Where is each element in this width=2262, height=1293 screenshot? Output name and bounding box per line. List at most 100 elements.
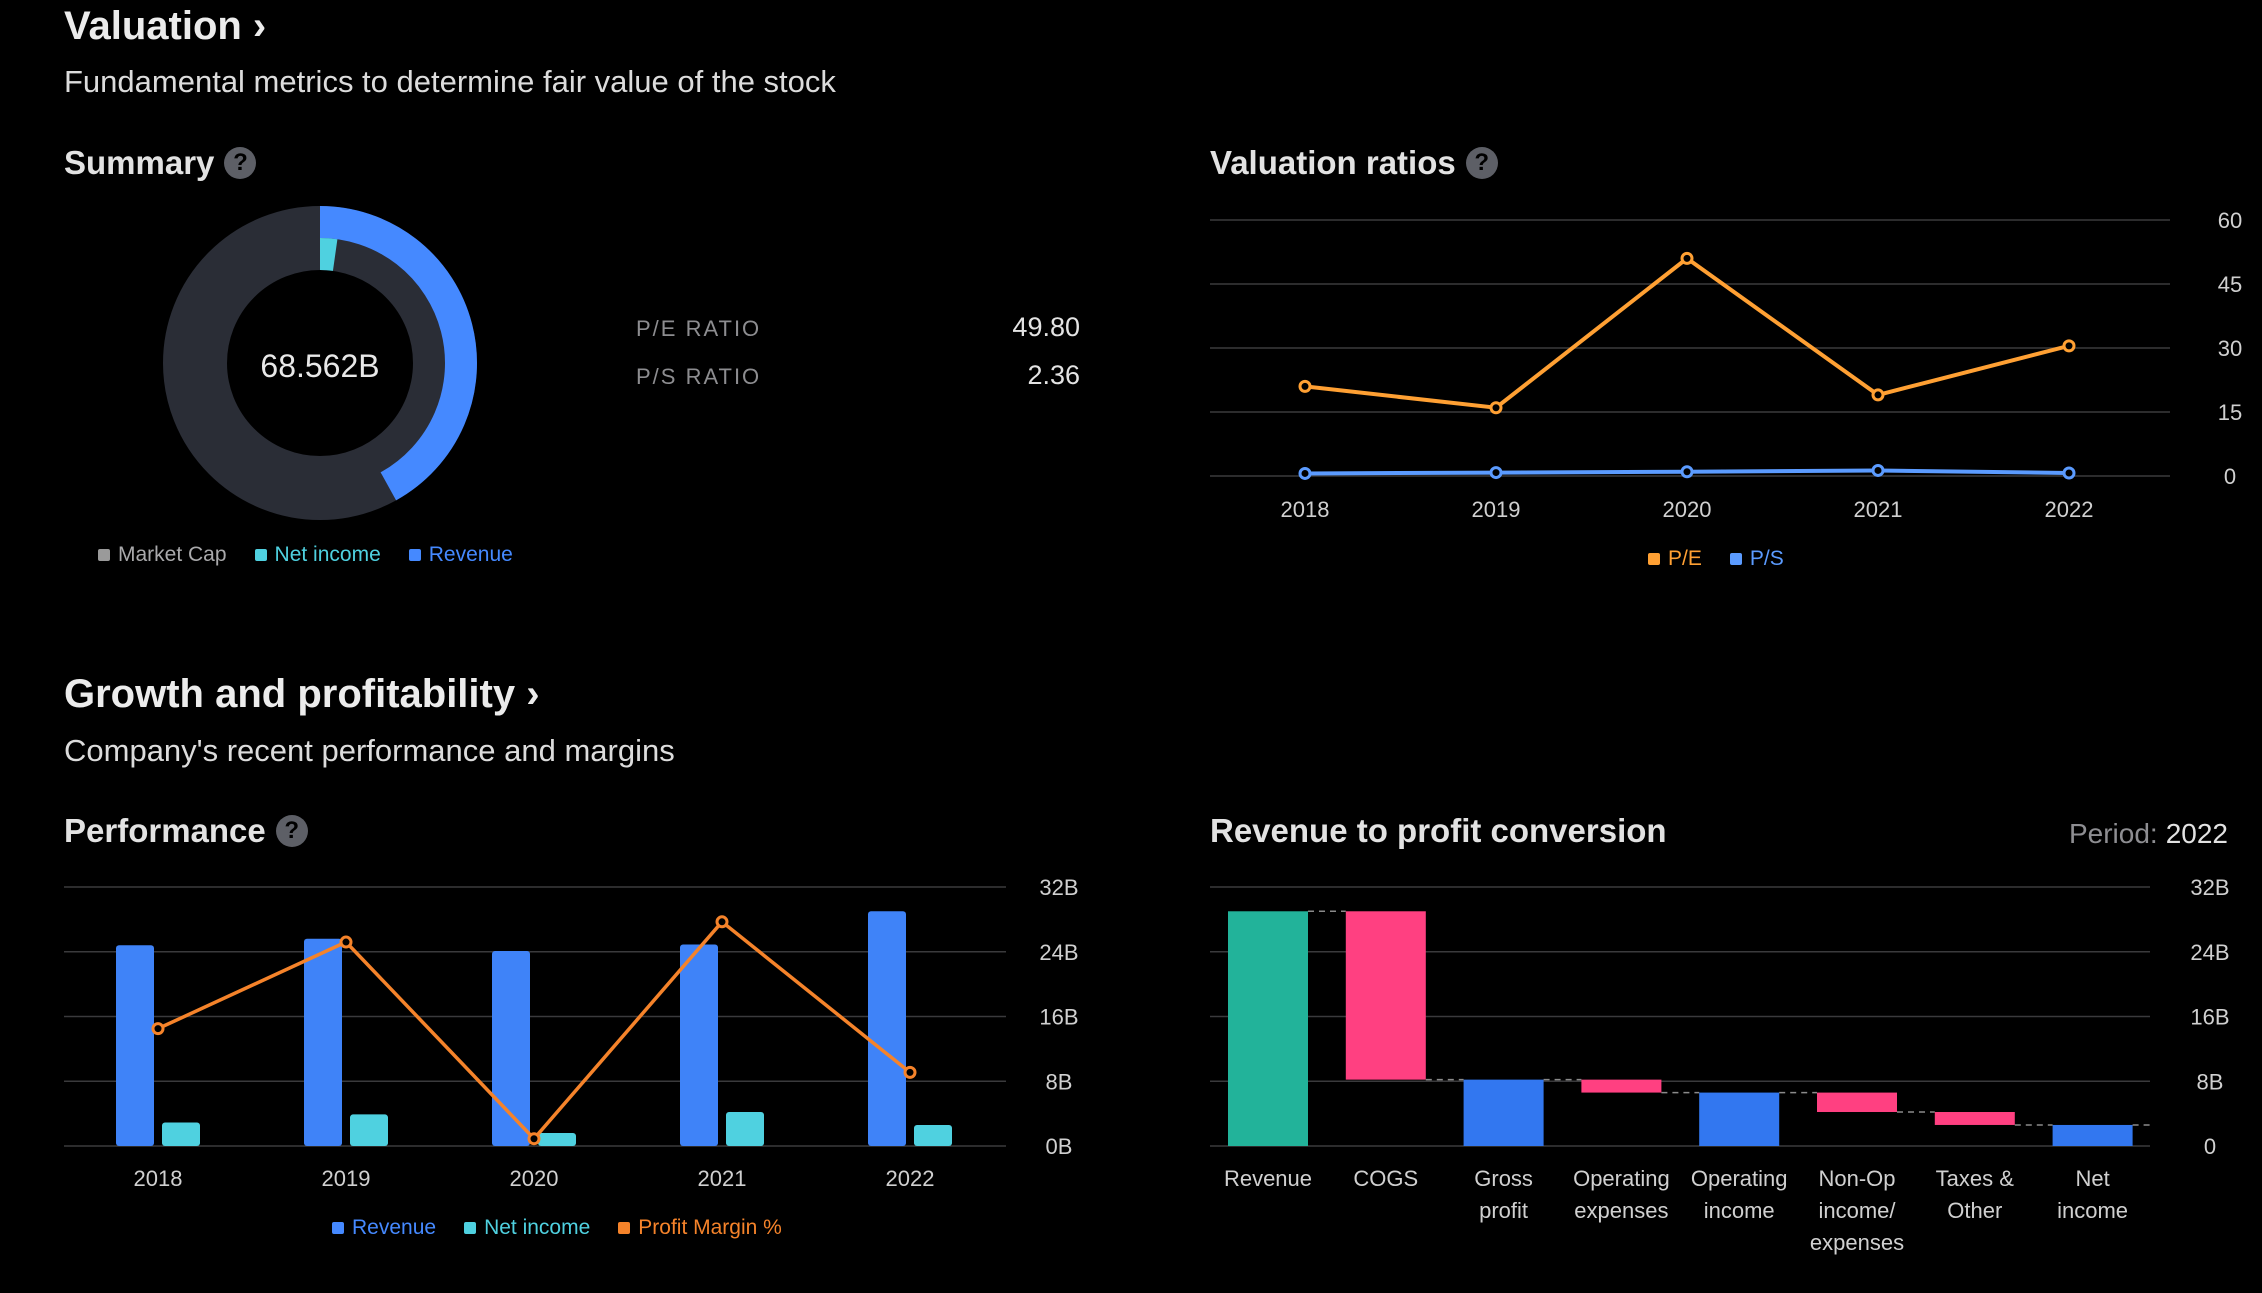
category-label: Gross <box>1474 1166 1533 1191</box>
category-label: Non-Op <box>1818 1166 1895 1191</box>
performance-card-title: Performance ? <box>64 812 308 850</box>
series-line-pe <box>1304 255 2070 410</box>
valuation-title[interactable]: Valuation › <box>64 4 267 48</box>
legend-ps-swatch <box>1729 553 1742 565</box>
legend-net-income[interactable]: Net income <box>254 543 381 567</box>
y-tick-label: 60 <box>2218 208 2242 233</box>
valuation-ratios-card-title: Valuation ratios ? <box>1210 144 1498 182</box>
profit-margin-point <box>527 1132 541 1146</box>
waterfall-bar <box>1345 911 1426 1080</box>
summary-title: Summary <box>64 144 215 181</box>
data-point <box>1871 388 1885 402</box>
legend-market-cap-label: Market Cap <box>118 543 227 566</box>
pe-ratio-label: P/E RATIO <box>636 316 762 341</box>
y-tick-label: 16B <box>1039 1005 1078 1030</box>
legend-pe-swatch <box>1648 553 1660 565</box>
period-selector[interactable]: Period: 2022 <box>2069 818 2228 850</box>
conversion-card-title: Revenue to profit conversion <box>1210 812 1667 850</box>
x-tick-label: 2021 <box>698 1166 747 1191</box>
summary-donut: 68.562B <box>163 206 477 520</box>
legend-market-cap[interactable]: Market Cap <box>98 543 227 567</box>
legend-revenue-swatch <box>332 1222 344 1234</box>
legend-profit-margin-swatch <box>618 1222 631 1234</box>
legend-revenue[interactable]: Revenue <box>332 1216 436 1240</box>
ps-ratio-value: 2.36 <box>1027 360 1080 390</box>
period-value: 2022 <box>2165 818 2228 849</box>
y-tick-label: 24B <box>1039 940 1078 965</box>
revenue-bar <box>304 938 342 1146</box>
category-label: Operating <box>1691 1166 1788 1191</box>
y-tick-label: 32B <box>2190 875 2229 900</box>
category-label: profit <box>1479 1198 1528 1223</box>
waterfall-bar <box>1817 1092 1897 1113</box>
x-tick-label: 2022 <box>886 1166 935 1191</box>
waterfall-bar <box>1463 1079 1544 1146</box>
x-tick-label: 2019 <box>1472 497 1521 522</box>
help-icon[interactable]: ? <box>224 147 257 179</box>
profit-margin-point <box>903 1065 917 1079</box>
legend-net-income-label: Net income <box>274 543 381 566</box>
net-income-bar <box>162 1122 200 1146</box>
ps-ratio-label: P/S RATIO <box>636 364 762 389</box>
legend-ps[interactable]: P/S <box>1729 547 1784 571</box>
legend-revenue[interactable]: Revenue <box>408 543 513 567</box>
legend-profit-margin-label: Profit Margin % <box>638 1216 782 1239</box>
profit-margin-point <box>151 1022 165 1036</box>
waterfall-bar <box>2052 1124 2133 1146</box>
category-label: expenses <box>1810 1230 1904 1255</box>
revenue-arc <box>319 206 477 501</box>
legend-profit-margin[interactable]: Profit Margin % <box>618 1216 782 1240</box>
pe-ratio-value: 49.80 <box>1012 312 1080 342</box>
revenue-bar <box>680 944 718 1146</box>
legend-market-cap-swatch <box>98 549 110 561</box>
net-income-bar <box>914 1124 952 1146</box>
data-point <box>1298 466 1312 480</box>
y-tick-label: 32B <box>1039 875 1078 900</box>
growth-title[interactable]: Growth and profitability › <box>64 672 540 716</box>
x-tick-label: 2019 <box>322 1166 371 1191</box>
legend-net-income[interactable]: Net income <box>464 1216 590 1240</box>
category-label: Other <box>1947 1198 2002 1223</box>
x-tick-label: 2020 <box>1663 497 1712 522</box>
category-label: Taxes & <box>1936 1166 2015 1191</box>
revenue-bar <box>116 945 154 1146</box>
category-label: income/ <box>1818 1198 1896 1223</box>
help-icon[interactable]: ? <box>275 815 308 847</box>
data-point <box>1680 465 1694 479</box>
category-label: income <box>1704 1198 1775 1223</box>
waterfall-bar <box>1934 1112 2015 1125</box>
y-tick-label: 0 <box>2224 464 2236 489</box>
legend-pe[interactable]: P/E <box>1648 547 1702 571</box>
profit-margin-point <box>715 915 729 929</box>
x-tick-label: 2021 <box>1854 497 1903 522</box>
net-income-bar <box>538 1133 576 1146</box>
x-tick-label: 2020 <box>510 1166 559 1191</box>
donut-center-value: 68.562B <box>260 348 379 384</box>
legend-ps-label: P/S <box>1749 547 1784 570</box>
category-label: income <box>2057 1198 2128 1223</box>
valuation-ratios-legend: P/E P/S <box>1648 547 1784 571</box>
category-label: COGS <box>1353 1166 1418 1191</box>
legend-net-income-swatch <box>464 1222 477 1234</box>
x-tick-label: 2022 <box>2045 497 2094 522</box>
revenue-bar <box>868 911 906 1146</box>
conversion-chart: 0 8B 16B 24B 32B Revenue COGS Gross profit Operat… <box>1210 875 2230 1255</box>
category-label: Net <box>2075 1166 2109 1191</box>
performance-title: Performance <box>64 812 266 849</box>
help-icon[interactable]: ? <box>1465 147 1498 179</box>
category-label: expenses <box>1574 1198 1668 1223</box>
data-point <box>1680 251 1694 265</box>
growth-subtitle: Company's recent performance and margins <box>64 733 675 768</box>
legend-revenue-label: Revenue <box>428 543 513 566</box>
valuation-ratios-title: Valuation ratios <box>1210 144 1456 181</box>
profit-margin-point <box>339 935 353 949</box>
net-income-bar <box>726 1112 764 1146</box>
data-point <box>2062 339 2076 353</box>
y-tick-label: 45 <box>2218 272 2242 297</box>
data-point <box>1298 379 1312 393</box>
waterfall-bar <box>1699 1092 1780 1146</box>
y-tick-label: 8B <box>2197 1069 2224 1094</box>
y-tick-label: 24B <box>2190 940 2229 965</box>
category-label: Revenue <box>1224 1166 1312 1191</box>
legend-net-income-label: Net income <box>484 1216 591 1239</box>
